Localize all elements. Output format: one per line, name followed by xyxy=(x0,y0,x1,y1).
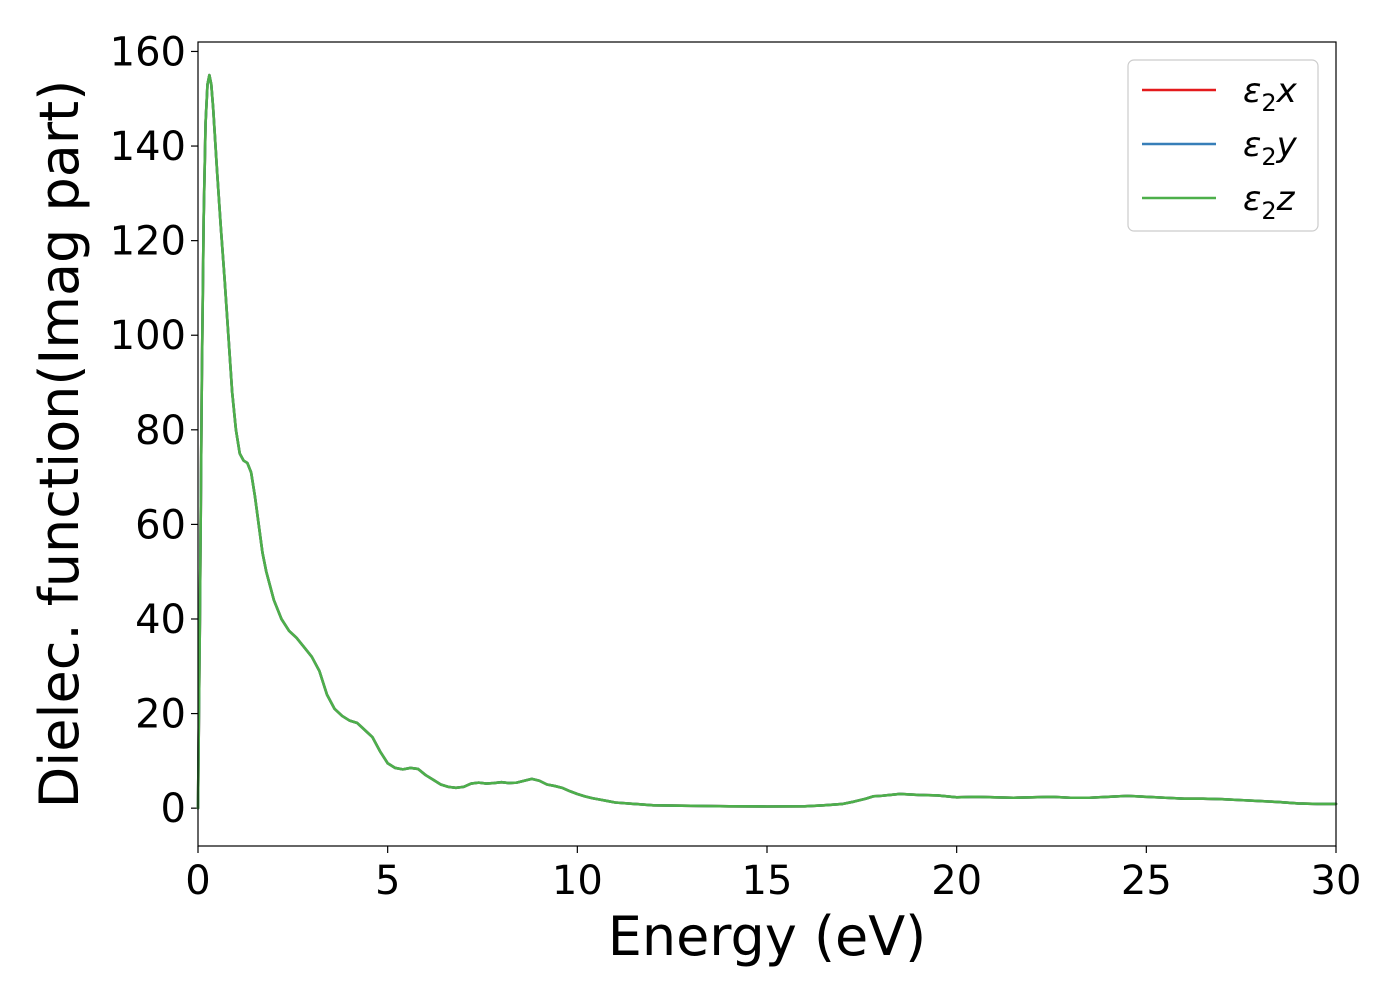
y-tick-label: 140 xyxy=(110,124,186,170)
series-line-z xyxy=(196,73,1338,810)
x-axis-title: Energy (eV) xyxy=(608,905,927,968)
y-tick-label: 20 xyxy=(135,692,186,738)
x-tick-label: 5 xyxy=(375,858,400,904)
plot-area xyxy=(196,73,1338,810)
plot-frame xyxy=(197,41,1337,847)
legend-label-x: ε2x xyxy=(1243,71,1298,117)
y-tick-label: 40 xyxy=(135,597,186,643)
y-tick-label: 160 xyxy=(110,29,186,75)
x-tick-label: 0 xyxy=(185,858,210,904)
x-axis: 0 5 10 15 20 25 30 xyxy=(185,846,1361,904)
x-tick-label: 15 xyxy=(742,858,793,904)
y-tick-label: 120 xyxy=(110,219,186,265)
x-tick-label: 30 xyxy=(1311,858,1362,904)
y-tick-label: 0 xyxy=(161,786,186,832)
x-tick-label: 25 xyxy=(1121,858,1172,904)
legend-label-y: ε2y xyxy=(1243,125,1298,171)
x-tick-label: 10 xyxy=(552,858,603,904)
y-axis: 0 20 40 60 80 100 120 140 160 xyxy=(110,29,198,832)
y-axis-title: Dielec. function(Imag part) xyxy=(28,80,91,809)
y-tick-label: 100 xyxy=(110,313,186,359)
legend: ε2x ε2y ε2z xyxy=(1127,59,1319,232)
legend-box xyxy=(1127,59,1319,232)
y-tick-label: 60 xyxy=(135,502,186,548)
y-tick-label: 80 xyxy=(135,408,186,454)
legend-label-z: ε2z xyxy=(1243,179,1296,225)
x-tick-label: 20 xyxy=(931,858,982,904)
